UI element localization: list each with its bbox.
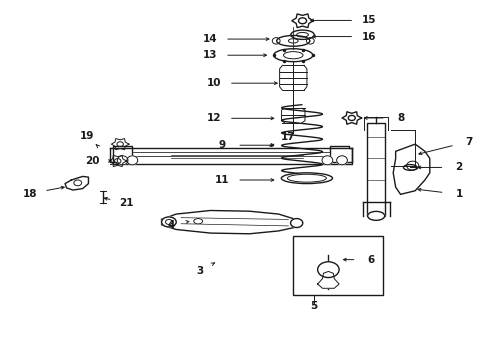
Text: 14: 14 [203, 34, 217, 44]
Text: 19: 19 [80, 131, 95, 141]
Polygon shape [161, 211, 298, 234]
Ellipse shape [281, 173, 332, 184]
Polygon shape [65, 176, 88, 190]
Text: 13: 13 [203, 50, 217, 60]
Text: 5: 5 [310, 301, 317, 311]
Ellipse shape [117, 156, 128, 165]
Ellipse shape [273, 49, 312, 62]
Text: 7: 7 [464, 137, 471, 147]
Polygon shape [317, 271, 338, 288]
Ellipse shape [290, 30, 314, 40]
Text: 3: 3 [196, 266, 203, 276]
Text: 20: 20 [85, 156, 100, 166]
Text: 12: 12 [206, 113, 221, 123]
Polygon shape [109, 156, 126, 167]
Ellipse shape [322, 156, 332, 165]
Text: 4: 4 [167, 220, 175, 230]
Ellipse shape [161, 217, 176, 227]
Polygon shape [110, 146, 132, 162]
Text: 15: 15 [361, 15, 375, 26]
Ellipse shape [403, 165, 416, 170]
Circle shape [317, 262, 338, 278]
Text: 1: 1 [454, 189, 462, 199]
Polygon shape [392, 144, 429, 194]
Text: 21: 21 [119, 198, 134, 208]
Polygon shape [321, 244, 338, 256]
Text: 9: 9 [219, 140, 225, 150]
Ellipse shape [336, 156, 346, 165]
Text: 10: 10 [206, 78, 221, 88]
Ellipse shape [367, 211, 384, 220]
Text: 11: 11 [215, 175, 229, 185]
Text: 6: 6 [367, 255, 374, 265]
Ellipse shape [127, 156, 138, 165]
Ellipse shape [276, 36, 309, 46]
Polygon shape [113, 148, 351, 164]
Polygon shape [329, 146, 351, 162]
Text: 17: 17 [281, 132, 295, 142]
Polygon shape [341, 112, 361, 124]
Polygon shape [111, 139, 129, 150]
Ellipse shape [290, 219, 302, 228]
Bar [366, 123, 384, 216]
Polygon shape [291, 14, 313, 28]
Text: 18: 18 [22, 189, 37, 199]
Ellipse shape [406, 161, 418, 170]
Text: 16: 16 [361, 32, 375, 41]
Text: 2: 2 [454, 162, 462, 172]
Ellipse shape [193, 219, 202, 224]
Bar [293, 236, 383, 296]
Text: 8: 8 [396, 113, 404, 123]
